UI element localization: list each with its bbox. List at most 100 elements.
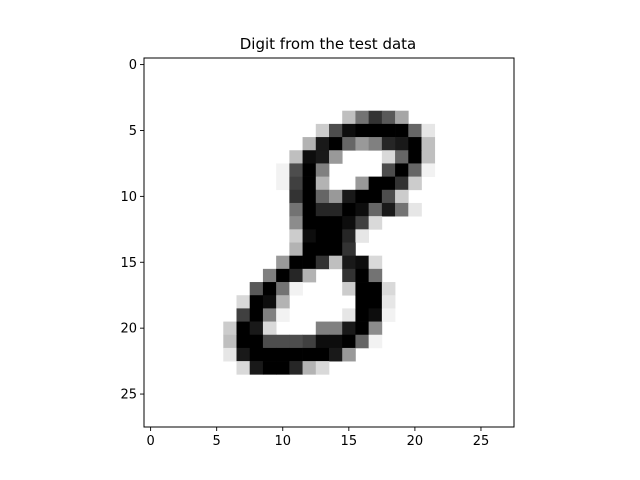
pixel-cell bbox=[249, 334, 264, 349]
pixel-cell bbox=[368, 123, 383, 138]
pixel-cell bbox=[315, 163, 330, 177]
pixel-cell bbox=[342, 334, 356, 349]
pixel-cell bbox=[262, 321, 277, 336]
pixel-cell bbox=[329, 321, 343, 336]
pixel-cell bbox=[315, 347, 330, 362]
x-axis: 0 5 10 15 20 25 bbox=[146, 427, 489, 449]
pixel-cell bbox=[355, 282, 369, 296]
pixel-cell bbox=[355, 216, 369, 230]
pixel-cell bbox=[236, 334, 251, 349]
pixel-cell bbox=[342, 255, 356, 270]
pixel-cell bbox=[342, 347, 356, 362]
x-tick-label: 25 bbox=[473, 434, 490, 449]
pixel-cell bbox=[342, 321, 356, 336]
axes-frame bbox=[143, 57, 515, 428]
pixel-cell bbox=[329, 255, 343, 270]
pixel-cell bbox=[329, 137, 343, 151]
pixel-cell bbox=[368, 110, 383, 125]
pixel-cell bbox=[262, 308, 277, 322]
pixel-cell bbox=[329, 189, 343, 204]
pixel-cell bbox=[355, 321, 369, 336]
pixel-cell bbox=[368, 268, 383, 283]
pixel-cell bbox=[355, 308, 369, 322]
pixel-cell bbox=[395, 163, 409, 177]
pixel-cell bbox=[276, 361, 290, 375]
pixel-cell bbox=[289, 242, 303, 257]
pixel-cell bbox=[368, 282, 383, 296]
pixel-cell bbox=[355, 110, 369, 125]
pixel-cell bbox=[315, 137, 330, 151]
x-tick-label: 5 bbox=[213, 434, 221, 449]
pixel-cell bbox=[368, 189, 383, 204]
pixel-cell bbox=[368, 216, 383, 230]
pixel-cell bbox=[381, 123, 396, 138]
pixel-cell bbox=[368, 334, 383, 349]
pixel-cell bbox=[302, 229, 317, 243]
pixel-cell bbox=[223, 321, 237, 336]
pixel-cell bbox=[381, 282, 396, 296]
pixel-cell bbox=[421, 163, 436, 177]
pixel-cell bbox=[315, 123, 330, 138]
pixel-cell bbox=[289, 282, 303, 296]
pixel-cell bbox=[289, 334, 303, 349]
pixel-cell bbox=[395, 189, 409, 204]
y-tick-label: 25 bbox=[120, 388, 137, 403]
pixel-cell bbox=[408, 150, 422, 164]
pixel-cell bbox=[289, 347, 303, 362]
pixel-cell bbox=[381, 295, 396, 309]
pixel-cell bbox=[355, 202, 369, 217]
pixel-cell bbox=[302, 216, 317, 230]
pixel-cell bbox=[289, 216, 303, 230]
pixel-cell bbox=[408, 163, 422, 177]
pixel-cell bbox=[276, 347, 290, 362]
pixel-cell bbox=[395, 202, 409, 217]
pixel-cell bbox=[381, 176, 396, 191]
pixel-cell bbox=[236, 321, 251, 336]
x-tick-label: 10 bbox=[274, 434, 291, 449]
pixel-cell bbox=[342, 242, 356, 257]
pixel-cell bbox=[276, 295, 290, 309]
pixel-cell bbox=[329, 242, 343, 257]
pixel-cell bbox=[276, 255, 290, 270]
pixel-cell bbox=[289, 229, 303, 243]
pixel-cell bbox=[342, 229, 356, 243]
pixel-cell bbox=[408, 202, 422, 217]
pixel-cell bbox=[342, 216, 356, 230]
pixel-cell bbox=[236, 308, 251, 322]
y-tick-label: 20 bbox=[120, 322, 137, 337]
y-axis: 0 5 10 15 20 25 bbox=[120, 58, 144, 403]
pixel-cell bbox=[262, 282, 277, 296]
pixel-cell bbox=[262, 334, 277, 349]
pixel-cell bbox=[315, 150, 330, 164]
pixel-cell bbox=[329, 123, 343, 138]
pixel-cell bbox=[315, 321, 330, 336]
y-tick-label: 5 bbox=[129, 124, 137, 139]
pixel-cell bbox=[249, 361, 264, 375]
pixel-cell bbox=[236, 361, 251, 375]
pixel-cell bbox=[289, 189, 303, 204]
pixel-cell bbox=[421, 150, 436, 164]
pixel-cell bbox=[355, 268, 369, 283]
pixel-cell bbox=[315, 189, 330, 204]
pixel-cell bbox=[276, 163, 290, 177]
pixel-cell bbox=[421, 137, 436, 151]
pixel-cell bbox=[381, 189, 396, 204]
pixel-cell bbox=[395, 110, 409, 125]
pixel-cell bbox=[315, 229, 330, 243]
pixel-cell bbox=[408, 123, 422, 138]
pixel-cell bbox=[315, 176, 330, 191]
pixel-cell bbox=[368, 202, 383, 217]
pixel-cell bbox=[368, 137, 383, 151]
pixel-cell bbox=[289, 361, 303, 375]
pixel-cell bbox=[381, 308, 396, 322]
pixel-cell bbox=[302, 255, 317, 270]
pixel-cell bbox=[368, 176, 383, 191]
pixel-cell bbox=[315, 216, 330, 230]
pixel-cell bbox=[302, 268, 317, 283]
pixel-cell bbox=[342, 123, 356, 138]
pixel-cell bbox=[381, 110, 396, 125]
pixel-cell bbox=[329, 150, 343, 164]
pixel-cell bbox=[289, 176, 303, 191]
pixel-cell bbox=[329, 229, 343, 243]
